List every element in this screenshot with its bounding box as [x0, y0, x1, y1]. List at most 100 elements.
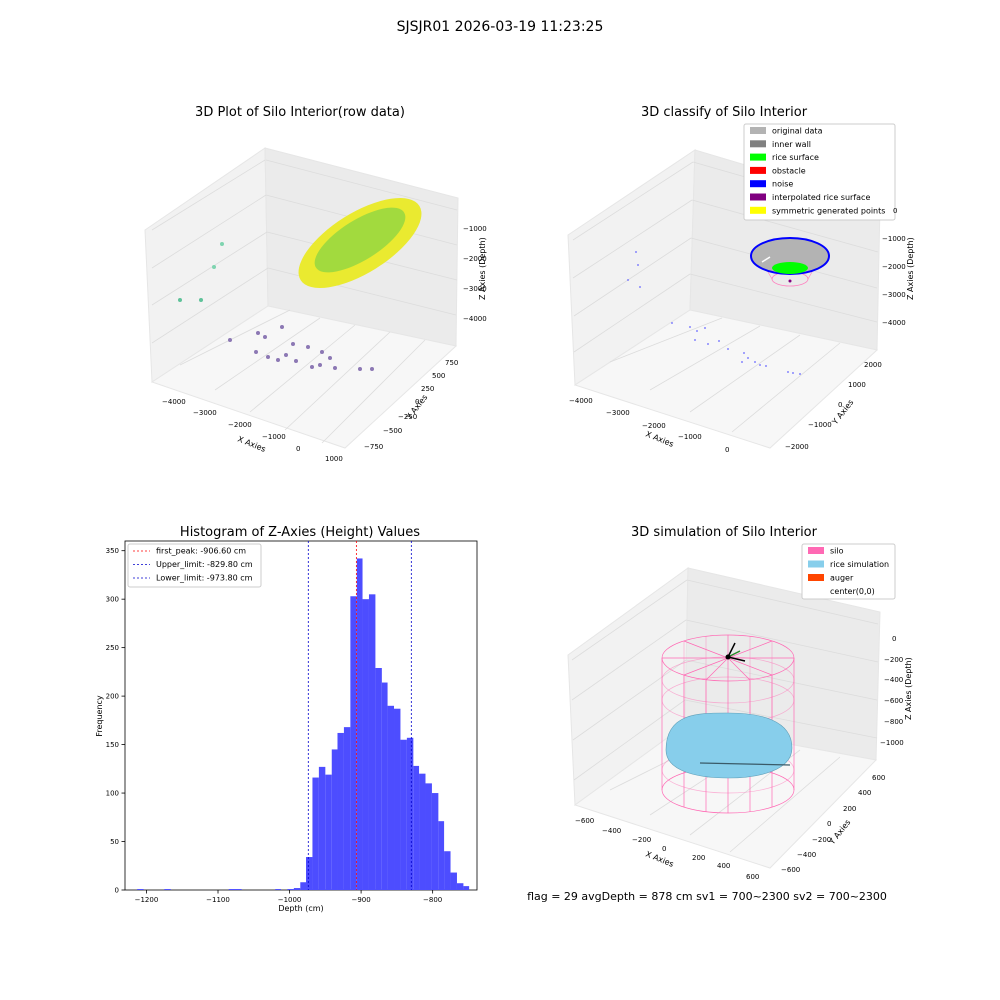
- simulation-x-ticks: −600 −400 −200 0 200 400 600: [575, 817, 759, 881]
- svg-text:−250: −250: [398, 413, 417, 421]
- svg-text:−600: −600: [575, 817, 594, 825]
- raw-z-label: Z Axies (Depth): [478, 237, 487, 300]
- svg-text:0: 0: [838, 401, 842, 409]
- pane-floor: [573, 724, 878, 869]
- svg-text:−4000: −4000: [882, 319, 906, 327]
- svg-text:−200: −200: [632, 836, 651, 844]
- histogram-bar: [137, 889, 144, 890]
- svg-text:0: 0: [892, 635, 896, 643]
- histogram-bar: [438, 821, 445, 890]
- histogram-bar: [400, 739, 407, 890]
- histogram-bars: [137, 558, 470, 890]
- legend-label: center(0,0): [830, 587, 875, 596]
- legend-swatch: [808, 587, 824, 595]
- raw-surface-center: [314, 207, 406, 273]
- raw-z-ticks: −1000 −2000 −3000 −4000: [463, 225, 487, 323]
- histogram-bar: [164, 889, 171, 890]
- simulation-z-ticks: 0 −200 −400 −600 −800 −1000: [880, 635, 904, 747]
- legend-label: auger: [830, 574, 854, 583]
- simulation-legend: silo rice simulation auger center(0,0): [801, 543, 896, 600]
- legend-label: Upper_limit: -829.80 cm: [156, 560, 253, 569]
- classify-z-ticks: −1000 −2000 −3000 −4000: [882, 235, 906, 327]
- svg-text:0: 0: [662, 845, 666, 853]
- legend-label: interpolated rice surface: [772, 193, 870, 202]
- histogram-legend: first_peak: -906.60 cm Upper_limit: -829.…: [127, 543, 262, 588]
- svg-text:−1000: −1000: [678, 433, 702, 441]
- histogram-bar: [456, 883, 464, 890]
- svg-text:1000: 1000: [848, 381, 866, 389]
- svg-text:0: 0: [296, 445, 300, 453]
- classify-noise-points: [627, 251, 801, 375]
- y-tick-label: 300: [106, 596, 119, 604]
- legend-swatch: [750, 153, 766, 161]
- legend-label: rice surface: [772, 153, 819, 162]
- svg-text:−1000: −1000: [808, 421, 832, 429]
- x-tick-label: −1100: [206, 896, 230, 904]
- svg-text:0: 0: [725, 446, 729, 454]
- svg-text:−600: −600: [884, 697, 903, 705]
- histogram-bar: [275, 889, 281, 890]
- figure-title: SJSJR01 2026-03-19 11:23:25: [397, 19, 604, 35]
- panel-raw-title: 3D Plot of Silo Interior(row data): [195, 105, 405, 120]
- svg-text:−200: −200: [884, 656, 903, 664]
- y-tick-label: 100: [106, 790, 119, 798]
- svg-text:−4000: −4000: [162, 398, 186, 406]
- svg-text:600: 600: [746, 873, 759, 881]
- simulation-x-label: X Axies: [644, 850, 675, 869]
- svg-text:0: 0: [415, 398, 419, 406]
- y-tick-label: 200: [106, 693, 119, 701]
- legend-label: rice simulation: [830, 560, 889, 569]
- svg-text:−3000: −3000: [882, 291, 906, 299]
- histogram-bar: [312, 777, 319, 890]
- svg-text:−3000: −3000: [193, 409, 217, 417]
- svg-text:400: 400: [858, 789, 871, 797]
- histogram-bar: [337, 732, 344, 890]
- panel-classify-3d: 3D classify of Silo Interior: [567, 105, 915, 454]
- histogram-bar: [463, 886, 470, 890]
- classify-y-label: Y Axies: [830, 398, 856, 427]
- svg-text:1000: 1000: [325, 455, 343, 463]
- svg-text:−2000: −2000: [785, 443, 809, 451]
- histogram-bar: [406, 737, 414, 890]
- panel-simulation-3d: 3D simulation of Silo Interior: [567, 525, 913, 881]
- svg-text:2000: 2000: [864, 361, 882, 369]
- classify-legend: original data inner wall rice surface obsta…: [743, 123, 896, 221]
- legend-label: first_peak: -906.60 cm: [156, 547, 246, 556]
- svg-text:500: 500: [432, 372, 445, 380]
- histogram-bar: [306, 857, 313, 890]
- histogram-bar: [343, 727, 351, 890]
- classify-z-tick-clipped: 0: [893, 207, 897, 215]
- histogram-bar: [425, 783, 432, 890]
- histogram-bar: [362, 599, 369, 890]
- y-tick-label: 250: [106, 644, 119, 652]
- svg-text:−4000: −4000: [569, 397, 593, 405]
- legend-box: [743, 123, 896, 221]
- raw-y-ticks: −750 −500 −250 0 250 500 750: [364, 359, 458, 451]
- legend-swatch: [808, 574, 824, 581]
- svg-text:200: 200: [843, 805, 856, 813]
- raw-x-ticks: −4000 −3000 −2000 −1000 0 1000: [162, 398, 343, 463]
- histogram-bar: [368, 594, 376, 890]
- histogram-bar: [356, 558, 363, 890]
- raw-scatter-points: [178, 242, 374, 371]
- silo-wireframe: [661, 634, 795, 814]
- legend-swatch: [750, 206, 766, 214]
- legend-swatch: [750, 166, 766, 174]
- legend-swatch: [750, 180, 766, 188]
- legend-label: obstacle: [772, 166, 806, 175]
- svg-text:−2000: −2000: [463, 255, 487, 263]
- panel-raw-3d: 3D Plot of Silo Interior(row data): [144, 105, 487, 463]
- legend-swatch: [750, 127, 766, 134]
- center-axes-marker: [725, 642, 746, 662]
- legend-label: inner wall: [772, 140, 811, 149]
- legend-swatch: [808, 547, 824, 554]
- simulation-y-ticks: −600 −400 −200 0 200 400 600: [781, 774, 885, 874]
- svg-text:−1000: −1000: [463, 225, 487, 233]
- svg-text:400: 400: [717, 862, 730, 870]
- panel-histogram: Histogram of Z-Axies (Height) Values −12…: [95, 525, 478, 913]
- panel-classify-title: 3D classify of Silo Interior: [641, 105, 808, 120]
- y-tick-label: 350: [106, 547, 119, 555]
- svg-text:−2000: −2000: [642, 422, 666, 430]
- histogram-bar: [413, 765, 420, 890]
- y-tick-label: 0: [115, 887, 119, 895]
